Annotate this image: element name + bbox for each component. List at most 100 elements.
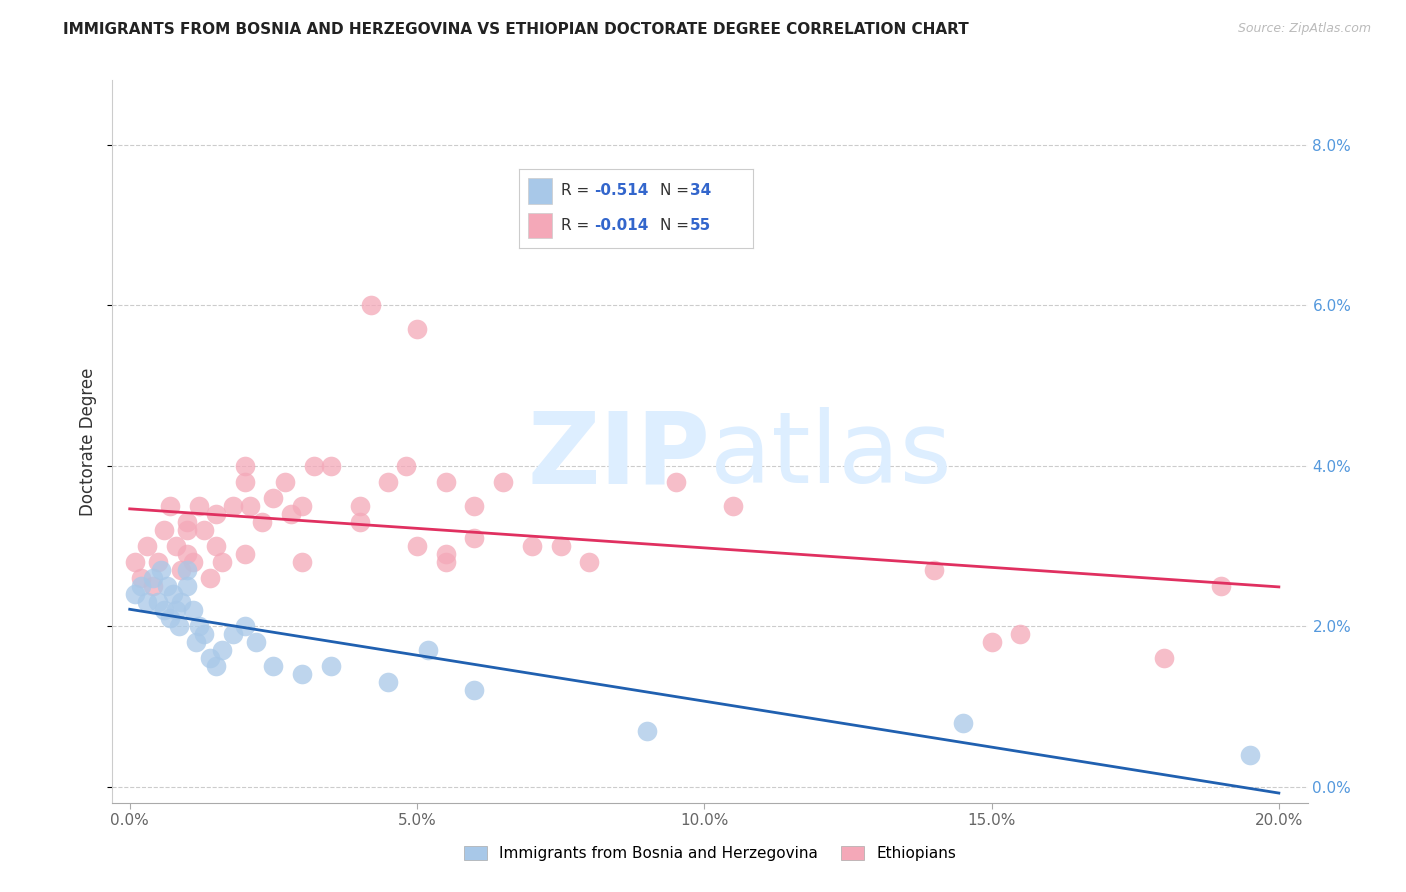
Point <box>165 539 187 553</box>
Point <box>211 643 233 657</box>
Text: 55: 55 <box>690 219 711 233</box>
Point <box>291 667 314 681</box>
Point <box>233 619 256 633</box>
Y-axis label: Doctorate Degree: Doctorate Degree <box>79 368 97 516</box>
Point <box>142 571 165 585</box>
Point <box>636 723 658 738</box>
Point <box>291 555 314 569</box>
Point <box>205 659 228 673</box>
Point <box>492 475 515 489</box>
Point <box>434 547 457 561</box>
Text: N =: N = <box>659 184 693 199</box>
Point <box>150 563 173 577</box>
Point <box>463 531 485 545</box>
Point <box>980 635 1002 649</box>
Point <box>136 595 159 609</box>
Point <box>418 643 440 657</box>
Point <box>1153 651 1175 665</box>
Point <box>952 715 974 730</box>
Point <box>167 619 190 633</box>
Point <box>233 458 256 473</box>
Point <box>406 539 429 553</box>
Point <box>349 499 371 513</box>
Point <box>181 555 204 569</box>
Point <box>434 475 457 489</box>
Point <box>187 619 209 633</box>
Text: Source: ZipAtlas.com: Source: ZipAtlas.com <box>1237 22 1371 36</box>
Point <box>233 547 256 561</box>
Point <box>193 523 215 537</box>
Point <box>176 579 198 593</box>
Point <box>129 571 152 585</box>
Bar <box>529 213 551 238</box>
Point <box>377 475 399 489</box>
Point <box>280 507 302 521</box>
Point <box>262 659 284 673</box>
Text: atlas: atlas <box>710 408 952 505</box>
Point <box>377 675 399 690</box>
Point <box>176 523 198 537</box>
Point <box>291 499 314 513</box>
Point <box>159 499 181 513</box>
Text: -0.514: -0.514 <box>593 184 648 199</box>
Point <box>721 499 744 513</box>
Point <box>239 499 262 513</box>
Text: R =: R = <box>561 184 595 199</box>
Point <box>922 563 945 577</box>
Point <box>136 539 159 553</box>
Point <box>159 611 181 625</box>
Point <box>245 635 267 649</box>
Point <box>153 523 176 537</box>
Point <box>176 563 198 577</box>
Point <box>664 475 686 489</box>
Point <box>360 298 382 312</box>
Point <box>170 595 193 609</box>
Point <box>170 563 193 577</box>
Point <box>124 587 146 601</box>
Text: 34: 34 <box>690 184 711 199</box>
Text: R =: R = <box>561 219 595 233</box>
Legend: Immigrants from Bosnia and Herzegovina, Ethiopians: Immigrants from Bosnia and Herzegovina, … <box>458 840 962 867</box>
Point <box>349 515 371 529</box>
Text: IMMIGRANTS FROM BOSNIA AND HERZEGOVINA VS ETHIOPIAN DOCTORATE DEGREE CORRELATION: IMMIGRANTS FROM BOSNIA AND HERZEGOVINA V… <box>63 22 969 37</box>
Point <box>205 507 228 521</box>
Point <box>1010 627 1032 641</box>
Text: ZIP: ZIP <box>527 408 710 505</box>
Point <box>274 475 297 489</box>
Point <box>162 587 184 601</box>
Point <box>578 555 600 569</box>
Point <box>148 595 170 609</box>
Point <box>176 515 198 529</box>
Point <box>176 547 198 561</box>
Point <box>222 627 245 641</box>
Point <box>520 539 543 553</box>
Point <box>184 635 207 649</box>
Point <box>165 603 187 617</box>
Text: N =: N = <box>659 219 693 233</box>
Point <box>211 555 233 569</box>
Point <box>187 499 209 513</box>
Text: -0.014: -0.014 <box>593 219 648 233</box>
Point <box>124 555 146 569</box>
Point <box>550 539 572 553</box>
Point <box>222 499 245 513</box>
Point <box>319 458 342 473</box>
Point <box>181 603 204 617</box>
Point <box>193 627 215 641</box>
Point <box>198 651 221 665</box>
Point <box>250 515 273 529</box>
Bar <box>529 178 551 203</box>
Point <box>394 458 416 473</box>
Point <box>463 499 485 513</box>
Point <box>319 659 342 673</box>
Point <box>205 539 228 553</box>
Point <box>302 458 325 473</box>
Point <box>1211 579 1233 593</box>
Point <box>233 475 256 489</box>
Point <box>463 683 485 698</box>
Point <box>156 579 179 593</box>
Point <box>406 322 429 336</box>
Point <box>434 555 457 569</box>
Point <box>1239 747 1261 762</box>
Point <box>142 579 165 593</box>
